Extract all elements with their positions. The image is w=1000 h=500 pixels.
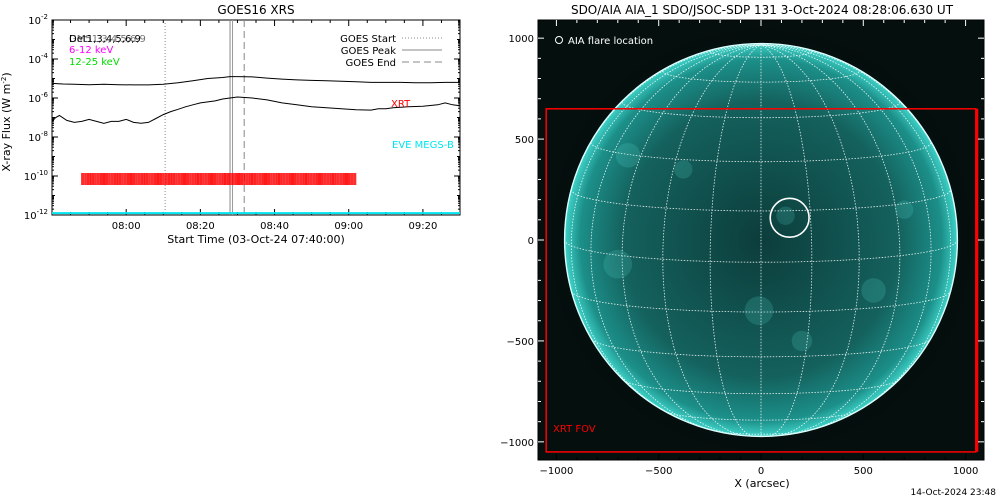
footer-timestamp: 14-Oct-2024 23:48 xyxy=(911,488,997,498)
x-tick-label: 09:00 xyxy=(334,221,363,232)
longitude-line xyxy=(662,44,762,437)
longitude-line xyxy=(570,44,762,421)
active-region xyxy=(674,160,693,179)
goes-x-axis: 08:00 08:20 08:40 09:00 09:20 xyxy=(51,20,461,232)
sun-disk xyxy=(545,27,979,453)
x-tick-label: −1000 xyxy=(539,466,573,477)
x-tick-label: 0 xyxy=(758,466,764,477)
goes-chart: GOES16 XRS 10-12 10-10 10-8 10-6 10-4 10-2 08… xyxy=(0,3,461,246)
goes-event-markers xyxy=(164,20,245,215)
y-tick-label: 10-6 xyxy=(28,91,48,105)
legend-det-line: Det1,3,4,5,6,9 xyxy=(69,34,141,45)
flare-location-circle xyxy=(769,197,810,239)
goes-chart-title: GOES16 XRS xyxy=(217,3,294,17)
y-tick-label: 1000 xyxy=(509,34,534,45)
legend-goes-start: GOES Start xyxy=(340,34,396,45)
limb xyxy=(563,42,959,438)
goes-series xyxy=(52,76,460,215)
legend-12-25kev: 12-25 keV xyxy=(69,57,120,68)
legend-det-overlap: GM51,3,4,5,6,9 xyxy=(69,34,146,45)
aia-x-axis-label: X (arcsec) xyxy=(734,477,789,490)
active-region xyxy=(776,206,795,225)
longitude-line xyxy=(760,44,813,437)
x-tick-label: −500 xyxy=(645,466,672,477)
goes-x-axis-label: Start Time (03-Oct-24 07:40:00) xyxy=(167,233,345,246)
x-tick-label: 500 xyxy=(854,466,873,477)
y-tick-label: 10-2 xyxy=(28,13,48,27)
aia-y-axis: −1000 −500 0 500 1000 xyxy=(500,34,984,449)
goes-y-axis-label: X-ray Flux (W m-2) xyxy=(0,72,13,171)
active-region xyxy=(791,330,813,352)
active-region xyxy=(615,142,641,168)
active-region xyxy=(861,278,886,303)
x-tick-label: 09:20 xyxy=(408,221,437,232)
longitude-line xyxy=(590,44,762,432)
y-tick-label: 0 xyxy=(528,236,534,247)
xrt-fov-rect xyxy=(545,108,977,453)
x-tick-label: 08:20 xyxy=(186,221,215,232)
longitude-line xyxy=(760,44,901,435)
x-tick-label: 08:00 xyxy=(112,221,141,232)
y-tick-label: −500 xyxy=(507,337,534,348)
aia-image-panel: SDO/AIA AIA_1 SDO/JSOC-SDP 131 3-Oct-202… xyxy=(500,3,985,490)
y-tick-label: −1000 xyxy=(500,438,534,449)
x-tick-label: 08:40 xyxy=(260,221,289,232)
active-region xyxy=(603,249,633,279)
xrt-fov-label: XRT FOV xyxy=(553,424,596,435)
longitude-line xyxy=(760,44,860,437)
legend-6-12kev: 6-12 keV xyxy=(69,45,113,56)
xrt-ticks xyxy=(81,173,357,185)
y-tick-label: 10-8 xyxy=(28,130,48,144)
legend-goes-peak: GOES Peak xyxy=(341,46,396,57)
y-tick-label: 10-12 xyxy=(24,208,48,222)
aia-x-axis: −1000 −500 0 500 1000 xyxy=(539,20,978,477)
active-region xyxy=(895,200,914,219)
aia-title: SDO/AIA AIA_1 SDO/JSOC-SDP 131 3-Oct-202… xyxy=(571,3,954,17)
legend-goes-end: GOES End xyxy=(346,58,396,69)
goes-y-axis: 10-12 10-10 10-8 10-6 10-4 10-2 xyxy=(24,13,460,222)
flare-legend-label: AIA flare location xyxy=(568,36,653,47)
xrt-annotation: XRT xyxy=(391,99,411,110)
active-region xyxy=(744,296,774,325)
y-tick-label: 10-4 xyxy=(28,52,48,66)
longitude-line xyxy=(760,44,952,421)
longitude-line xyxy=(709,44,762,437)
eve-annotation: EVE MEGS-B xyxy=(392,140,454,151)
y-tick-label: 500 xyxy=(515,135,534,146)
y-tick-label: 10-10 xyxy=(24,169,48,183)
latitude-line xyxy=(715,430,807,435)
series-goes-short xyxy=(52,96,460,124)
longitude-line xyxy=(760,44,932,432)
flare-legend-marker xyxy=(555,36,563,44)
series-goes-long xyxy=(52,76,460,86)
x-tick-label: 1000 xyxy=(953,466,978,477)
longitude-line xyxy=(621,44,762,435)
